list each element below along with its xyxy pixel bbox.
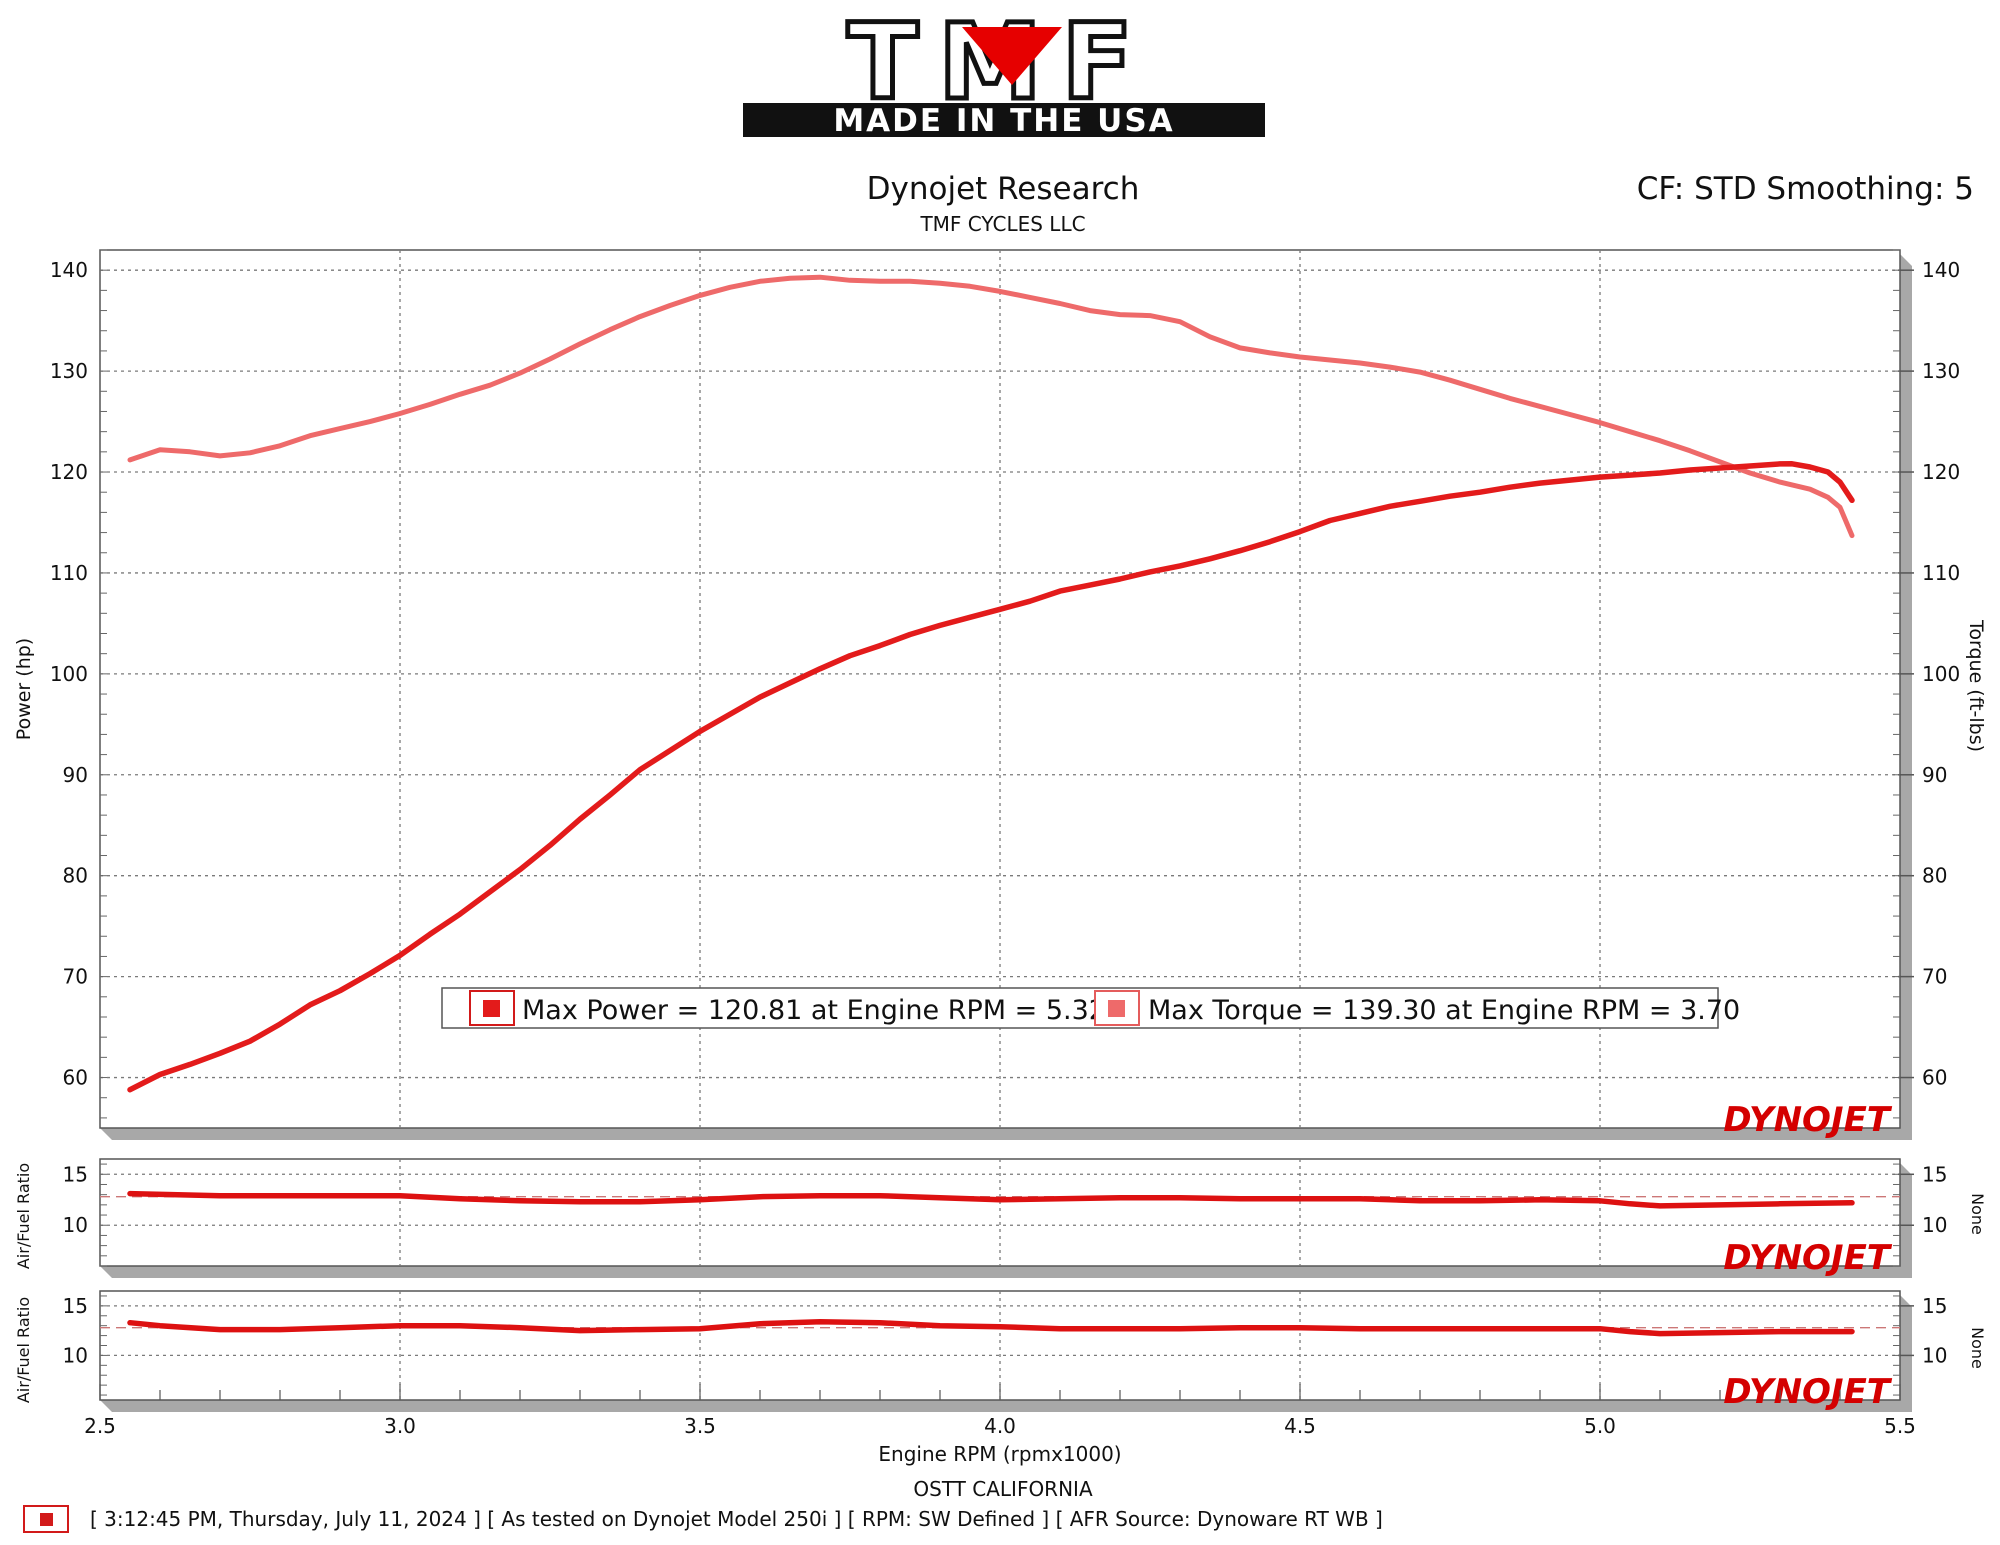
afr1-tick-labels: 10 10 15 15 <box>63 1162 1948 1237</box>
y2-tick-label-2: 80 <box>1922 864 1947 888</box>
afr1-y2-axis-label: None <box>1968 1193 1987 1235</box>
main-panel: 60 60 70 70 80 80 90 90 100 100 110 110 120 120 130 130… <box>13 249 1987 1140</box>
y2-tick-label-6: 120 <box>1922 460 1960 484</box>
chart-subtitle: TMF CYCLES LLC <box>919 212 1085 236</box>
afr1-shadow <box>100 1163 1912 1278</box>
logo-tagline: MADE IN THE USA <box>833 103 1174 139</box>
torque-series-line <box>127 274 1855 539</box>
afr2-y-axis-label: Air/Fuel Ratio <box>14 1297 33 1403</box>
afr2-tick-labels: 10 10 15 15 <box>63 1294 1948 1368</box>
legend-torque-label: Max Torque = 139.30 at Engine RPM = 3.70 <box>1148 995 1740 1026</box>
y2-tick-label-1: 15 <box>1922 1162 1947 1186</box>
x-tick-label-4: 4.5 <box>1284 1414 1316 1438</box>
y2-tick-label-0: 10 <box>1922 1343 1947 1367</box>
y2-tick-label-4: 100 <box>1922 662 1960 686</box>
afr1-y-axis-label: Air/Fuel Ratio <box>14 1163 33 1269</box>
y2-tick-label-7: 130 <box>1922 359 1960 383</box>
afr-panel-1: 10 10 15 15 DYNOJET Air/Fuel Ratio None <box>14 1158 1987 1278</box>
x-tick-label-6: 5.5 <box>1884 1414 1916 1438</box>
x-tick-label-0: 2.5 <box>84 1414 116 1438</box>
y-tick-label-0: 60 <box>63 1066 88 1090</box>
legend-power-swatch <box>483 1000 500 1017</box>
main-tick-labels: 60 60 70 70 80 80 90 90 100 100 110 110 120 120 130 130… <box>50 258 1960 1089</box>
x-tick-label-5: 5.0 <box>1584 1414 1616 1438</box>
y2-tick-label-3: 90 <box>1922 763 1947 787</box>
dynojet-watermark-main: DYNOJET <box>1723 1100 1892 1140</box>
footer-run-info: [ 3:12:45 PM, Thursday, July 11, 2024 ] … <box>90 1507 1383 1531</box>
y-tick-label-3: 90 <box>63 763 88 787</box>
y-tick-label-1: 15 <box>63 1294 88 1318</box>
logo-text: TMF <box>847 1 1152 123</box>
main-ticks <box>100 249 1914 1119</box>
tmf-logo: TMF MADE IN THE USA <box>743 0 1265 139</box>
logo-red-triangle <box>962 27 1062 85</box>
legend: Max Power = 120.81 at Engine RPM = 5.32 … <box>441 987 1740 1029</box>
y-tick-label-2: 80 <box>63 864 88 888</box>
y-tick-label-1: 15 <box>63 1162 88 1186</box>
afr2-shadow <box>100 1295 1912 1412</box>
y2-tick-label-5: 110 <box>1922 561 1960 585</box>
correction-factor-label: CF: STD Smoothing: 5 <box>1637 171 1974 207</box>
legend-box <box>441 987 1719 1029</box>
logo-tagline-bar <box>743 103 1265 137</box>
y2-axis-label-torque: Torque (ft-lbs) <box>1965 619 1987 752</box>
dynojet-watermark-afr1: DYNOJET <box>1723 1238 1892 1278</box>
y-axis-label-power: Power (hp) <box>13 638 35 740</box>
afr1-series-line <box>127 1190 1855 1209</box>
afr2-y2-axis-label: None <box>1968 1327 1987 1369</box>
y-tick-label-4: 100 <box>50 662 88 686</box>
footer-run-swatch <box>40 1513 53 1526</box>
dynojet-watermark-afr2: DYNOJET <box>1723 1372 1892 1412</box>
y2-tick-label-0: 60 <box>1922 1066 1947 1090</box>
y2-tick-label-1: 15 <box>1922 1294 1947 1318</box>
x-tick-label-1: 3.0 <box>384 1414 416 1438</box>
power-series-line <box>127 461 1855 1093</box>
x-tick-labels: 2.5 3.0 3.5 4.0 4.5 5.0 5.5 <box>84 1384 1916 1438</box>
y-tick-label-1: 70 <box>63 965 88 989</box>
y2-tick-label-8: 140 <box>1922 258 1960 282</box>
x-tick-label-2: 3.5 <box>684 1414 716 1438</box>
chart-title: Dynojet Research <box>867 171 1140 207</box>
afr2-grid <box>100 1291 1914 1400</box>
x-axis-label: Engine RPM (rpmx1000) <box>878 1442 1121 1466</box>
y-tick-label-0: 10 <box>63 1343 88 1367</box>
y-tick-label-7: 130 <box>50 359 88 383</box>
footer-location: OSTT CALIFORNIA <box>913 1477 1093 1501</box>
y2-tick-label-0: 10 <box>1922 1213 1947 1237</box>
afr-panel-2: 10 10 15 15 DYNOJET Air/Fuel Ratio None <box>14 1290 1987 1412</box>
y-tick-label-0: 10 <box>63 1213 88 1237</box>
afr1-grid <box>100 1159 1914 1267</box>
y-tick-label-6: 120 <box>50 460 88 484</box>
legend-torque-swatch <box>1108 1000 1125 1017</box>
legend-power-label: Max Power = 120.81 at Engine RPM = 5.32 <box>522 995 1106 1026</box>
y2-tick-label-1: 70 <box>1922 965 1947 989</box>
y-tick-label-5: 110 <box>50 561 88 585</box>
afr2-series-line <box>127 1318 1855 1337</box>
y-tick-label-8: 140 <box>50 258 88 282</box>
x-tick-label-3: 4.0 <box>984 1414 1016 1438</box>
main-grid <box>100 250 1900 1128</box>
